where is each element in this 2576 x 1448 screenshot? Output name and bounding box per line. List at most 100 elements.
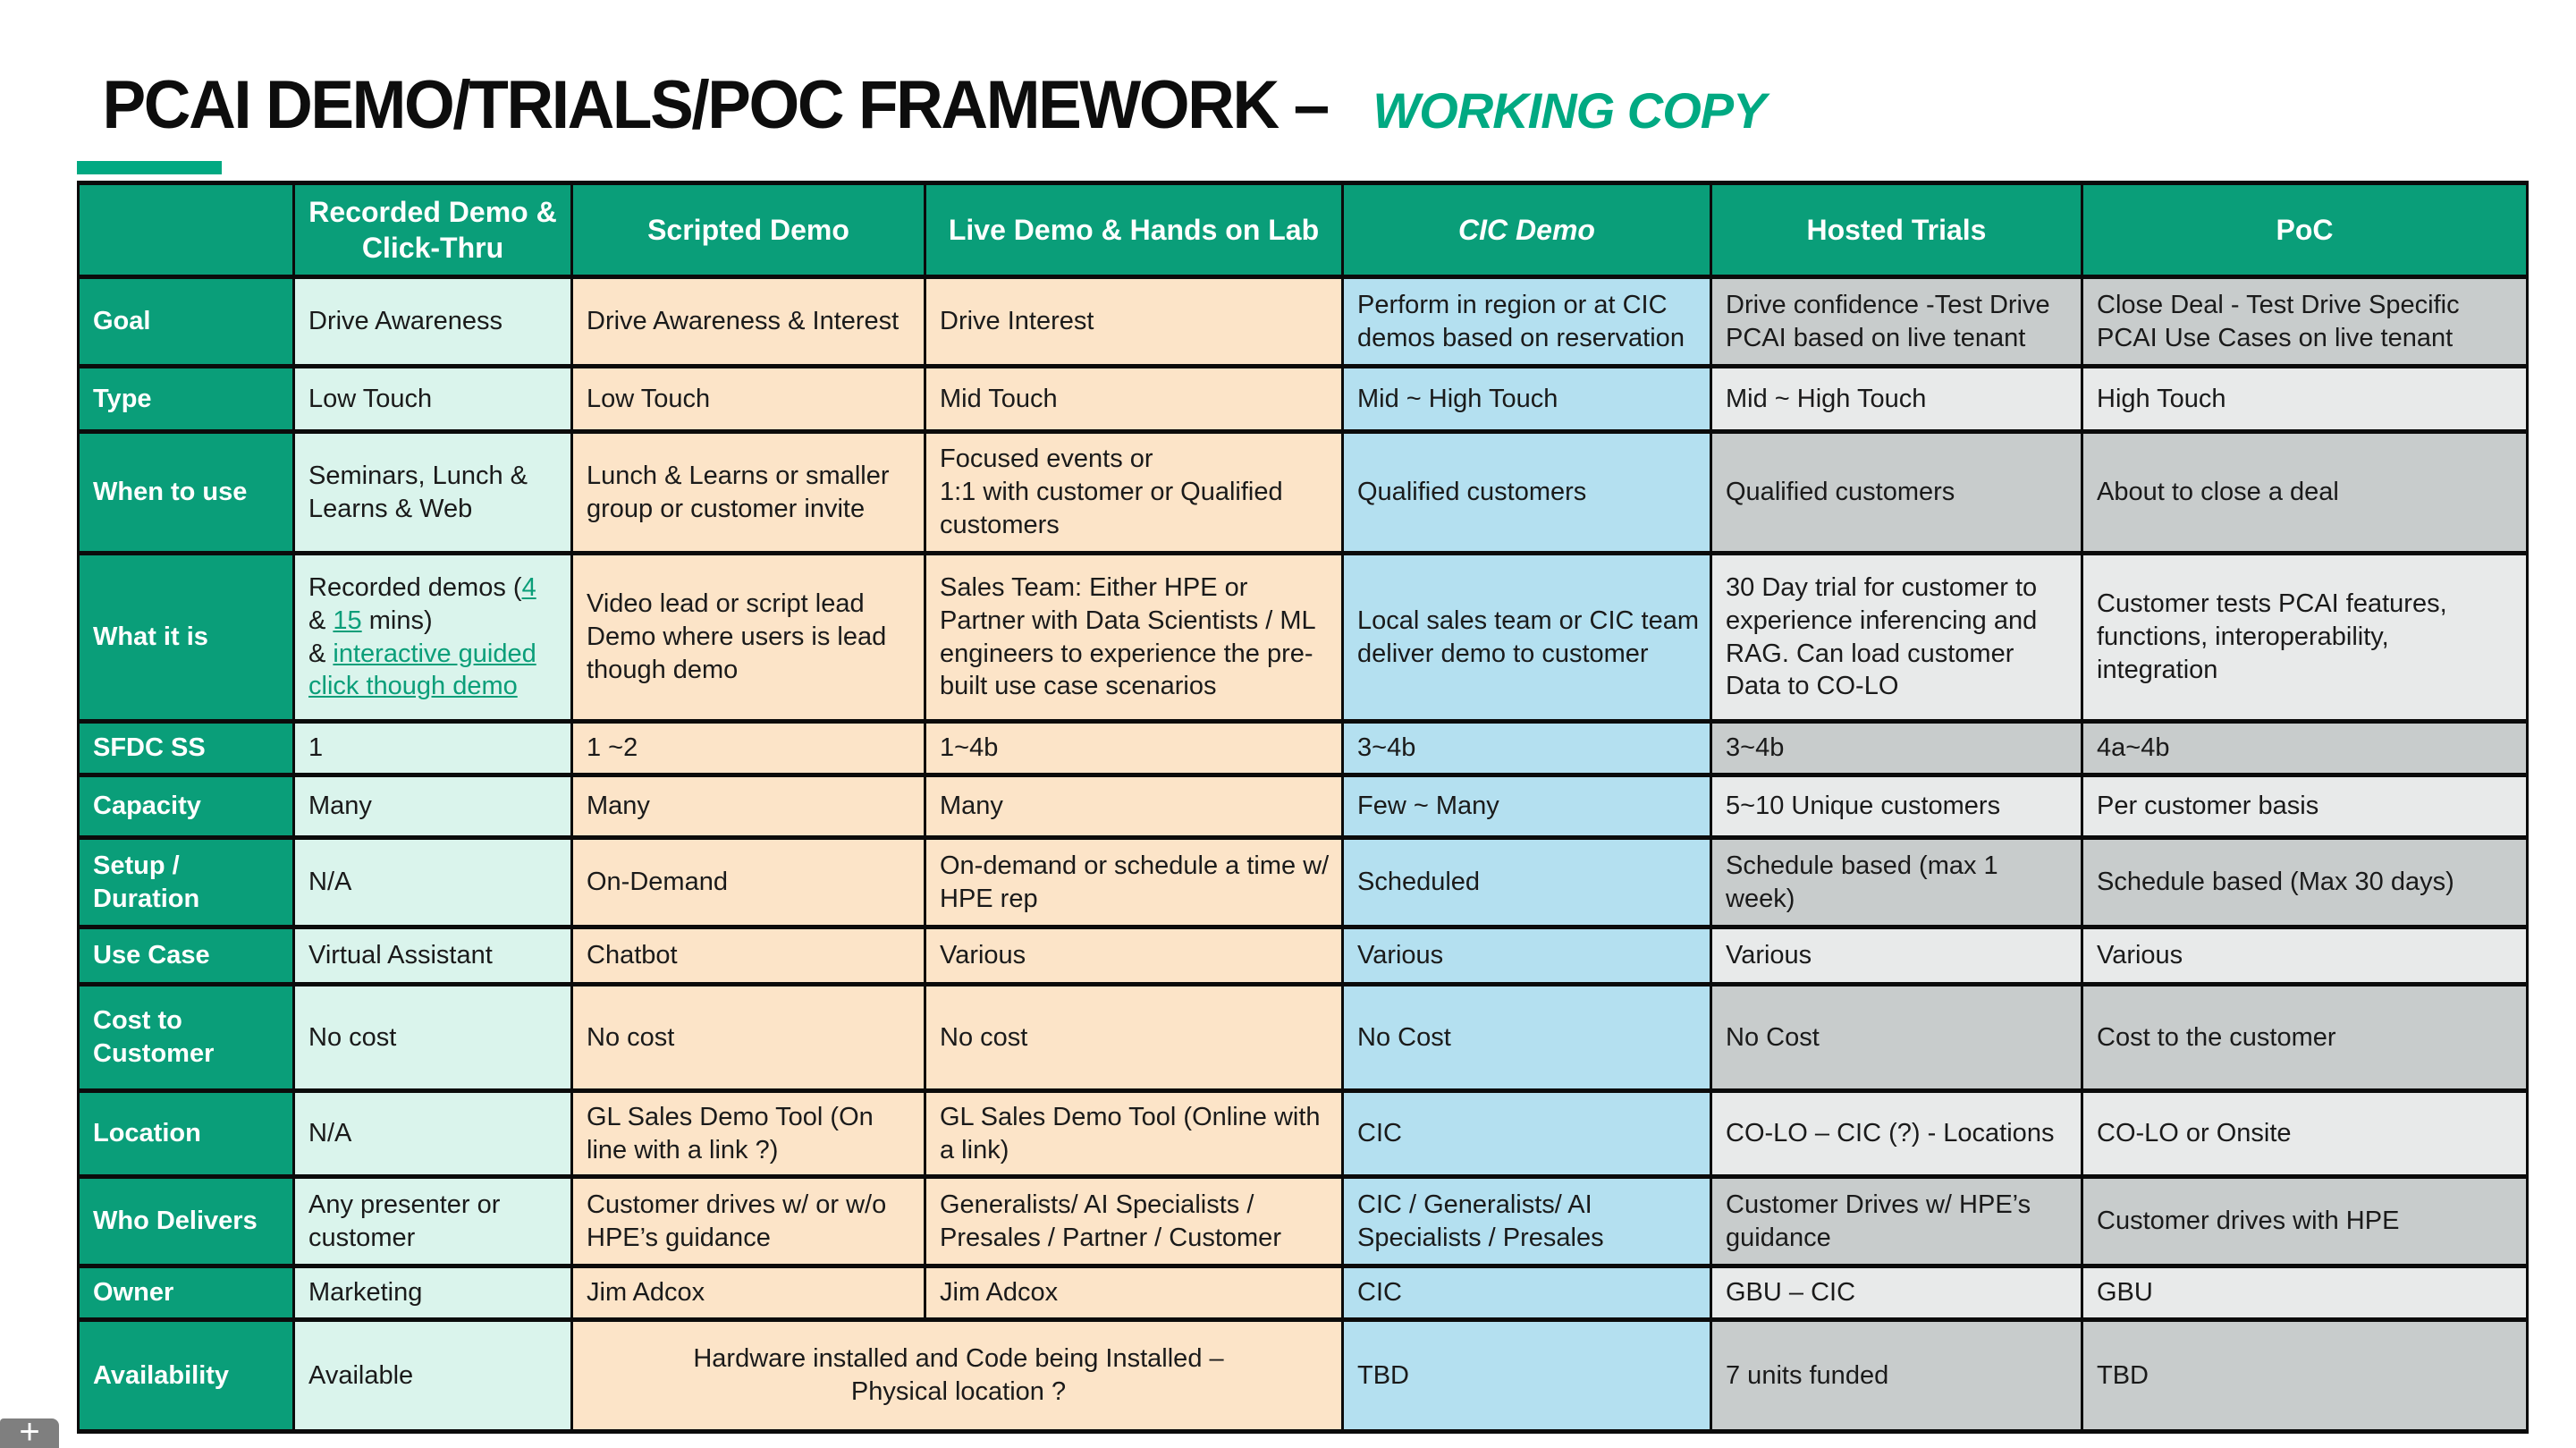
row-label-use-case: Use Case: [77, 925, 295, 987]
cell-owner-poc: GBU: [2081, 1264, 2529, 1322]
cell-type-scripted-demo: Low Touch: [570, 364, 926, 434]
cell-sfdc-ss-recorded-demo: 1: [292, 719, 573, 777]
table-body: Goal Drive Awareness Drive Awareness & Int…: [77, 275, 2529, 1434]
cell-cost-to-customer-poc: Cost to the customer: [2081, 982, 2529, 1093]
cell-location-scripted-demo: GL Sales Demo Tool (On line with a link …: [570, 1088, 926, 1179]
cell-owner-scripted-demo: Jim Adcox: [570, 1264, 926, 1322]
cell-who-delivers-hosted-trials: Customer Drives w/ HPE’s guidance: [1710, 1174, 2083, 1268]
framework-table: Recorded Demo & Click-Thru Scripted Demo L…: [77, 181, 2529, 1434]
link-interactive-click-through-demo[interactable]: interactive guided click though demo: [308, 639, 536, 701]
cell-use-case-hosted-trials: Various: [1710, 925, 2083, 987]
title-underline-bar: [77, 161, 222, 174]
cell-goal-live-demo: Drive Interest: [924, 275, 1344, 368]
cell-cost-to-customer-scripted-demo: No cost: [570, 982, 926, 1093]
cell-when-to-use-poc: About to close a deal: [2081, 429, 2529, 555]
page-title-main: PCAI DEMO/TRIALS/POC FRAMEWORK –: [102, 67, 1330, 143]
cell-setup-duration-scripted-demo: On-Demand: [570, 835, 926, 929]
cell-goal-scripted-demo: Drive Awareness & Interest: [570, 275, 926, 368]
cell-location-recorded-demo: N/A: [292, 1088, 573, 1179]
cell-cost-to-customer-live-demo: No cost: [924, 982, 1344, 1093]
cell-capacity-live-demo: Many: [924, 773, 1344, 840]
cell-capacity-hosted-trials: 5~10 Unique customers: [1710, 773, 2083, 840]
cell-when-to-use-hosted-trials: Qualified customers: [1710, 429, 2083, 555]
table-row-location: Location N/A GL Sales Demo Tool (On line w…: [77, 1088, 2529, 1179]
table-row-when-to-use: When to use Seminars, Lunch & Learns & We…: [77, 429, 2529, 555]
cell-when-to-use-cic-demo: Qualified customers: [1341, 429, 1712, 555]
header-row: Recorded Demo & Click-Thru Scripted Demo L…: [77, 181, 2529, 279]
cell-what-it-is-recorded-demo: Recorded demos (4 & 15 mins) & interacti…: [292, 551, 573, 724]
cell-setup-duration-recorded-demo: N/A: [292, 835, 573, 929]
cell-availability-cic-demo: TBD: [1341, 1317, 1712, 1434]
table-row-use-case: Use Case Virtual Assistant Chatbot Various V…: [77, 925, 2529, 987]
cell-what-it-is-live-demo: Sales Team: Either HPE or Partner with D…: [924, 551, 1344, 724]
row-label-goal: Goal: [77, 275, 295, 368]
cell-availability-hosted-trials: 7 units funded: [1710, 1317, 2083, 1434]
cell-setup-duration-cic-demo: Scheduled: [1341, 835, 1712, 929]
column-header-recorded-demo: Recorded Demo & Click-Thru: [292, 181, 573, 279]
row-label-capacity: Capacity: [77, 773, 295, 840]
cell-sfdc-ss-live-demo: 1~4b: [924, 719, 1344, 777]
table-row-capacity: Capacity Many Many Many Few ~ Many 5~10 Uniqu…: [77, 773, 2529, 840]
column-header-live-demo: Live Demo & Hands on Lab: [924, 181, 1344, 279]
row-label-cost-to-customer: Cost to Customer: [77, 982, 295, 1093]
cell-setup-duration-live-demo: On-demand or schedule a time w/ HPE rep: [924, 835, 1344, 929]
cell-cost-to-customer-hosted-trials: No Cost: [1710, 982, 2083, 1093]
row-label-location: Location: [77, 1088, 295, 1179]
cell-who-delivers-scripted-demo: Customer drives w/ or w/o HPE’s guidance: [570, 1174, 926, 1268]
cell-sfdc-ss-hosted-trials: 3~4b: [1710, 719, 2083, 777]
cell-who-delivers-cic-demo: CIC / Generalists/ AI Specialists / Pres…: [1341, 1174, 1712, 1268]
cell-use-case-recorded-demo: Virtual Assistant: [292, 925, 573, 987]
table-row-cost-to-customer: Cost to Customer No cost No cost No cost No …: [77, 982, 2529, 1093]
cell-text: Recorded demos (: [308, 572, 522, 602]
page-title: PCAI DEMO/TRIALS/POC FRAMEWORK – WORKING…: [77, 66, 1767, 144]
cell-goal-poc: Close Deal - Test Drive Specific PCAI Us…: [2081, 275, 2529, 368]
row-label-what-it-is: What it is: [77, 551, 295, 724]
add-slide-button[interactable]: +: [0, 1414, 59, 1448]
cell-goal-recorded-demo: Drive Awareness: [292, 275, 573, 368]
table-row-who-delivers: Who Delivers Any presenter or customer Cus…: [77, 1174, 2529, 1268]
cell-who-delivers-recorded-demo: Any presenter or customer: [292, 1174, 573, 1268]
table-row-availability: Availability Available Hardware installed …: [77, 1317, 2529, 1434]
cell-capacity-poc: Per customer basis: [2081, 773, 2529, 840]
row-label-setup-duration: Setup / Duration: [77, 835, 295, 929]
cell-sfdc-ss-cic-demo: 3~4b: [1341, 719, 1712, 777]
cell-availability-recorded-demo: Available: [292, 1317, 573, 1434]
row-label-availability: Availability: [77, 1317, 295, 1434]
cell-setup-duration-hosted-trials: Schedule based (max 1 week): [1710, 835, 2083, 929]
cell-what-it-is-scripted-demo: Video lead or script lead Demo where use…: [570, 551, 926, 724]
row-label-owner: Owner: [77, 1264, 295, 1322]
cell-capacity-scripted-demo: Many: [570, 773, 926, 840]
cell-type-hosted-trials: Mid ~ High Touch: [1710, 364, 2083, 434]
cell-use-case-live-demo: Various: [924, 925, 1344, 987]
table-row-setup-duration: Setup / Duration N/A On-Demand On-demand or…: [77, 835, 2529, 929]
cell-what-it-is-poc: Customer tests PCAI features, functions,…: [2081, 551, 2529, 724]
cell-cost-to-customer-cic-demo: No Cost: [1341, 982, 1712, 1093]
cell-capacity-recorded-demo: Many: [292, 773, 573, 840]
column-header-row-header: [77, 181, 295, 279]
cell-when-to-use-live-demo: Focused events or 1:1 with customer or Q…: [924, 429, 1344, 555]
availability-merged-cell: Hardware installed and Code being Instal…: [570, 1317, 1344, 1434]
cell-use-case-poc: Various: [2081, 925, 2529, 987]
page-title-working-copy: WORKING COPY: [1372, 82, 1766, 139]
column-header-cic-demo: CIC Demo: [1341, 181, 1712, 279]
row-label-sfdc-ss: SFDC SS: [77, 719, 295, 777]
cell-location-poc: CO-LO or Onsite: [2081, 1088, 2529, 1179]
table-row-owner: Owner Marketing Jim Adcox Jim Adcox CIC GBU –…: [77, 1264, 2529, 1322]
table-row-goal: Goal Drive Awareness Drive Awareness & Int…: [77, 275, 2529, 368]
cell-sfdc-ss-poc: 4a~4b: [2081, 719, 2529, 777]
row-label-type: Type: [77, 364, 295, 434]
row-label-who-delivers: Who Delivers: [77, 1174, 295, 1268]
row-label-when-to-use: When to use: [77, 429, 295, 555]
cell-who-delivers-live-demo: Generalists/ AI Specialists / Presales /…: [924, 1174, 1344, 1268]
link-4-min-demo[interactable]: 4: [521, 572, 536, 602]
link-15-min-demo[interactable]: 15: [333, 605, 362, 635]
cell-text: &: [308, 605, 326, 635]
cell-what-it-is-cic-demo: Local sales team or CIC team deliver dem…: [1341, 551, 1712, 724]
table-row-sfdc-ss: SFDC SS 1 1 ~2 1~4b 3~4b 3~4b 4a~4b: [77, 719, 2529, 777]
cell-sfdc-ss-scripted-demo: 1 ~2: [570, 719, 926, 777]
cell-when-to-use-recorded-demo: Seminars, Lunch & Learns & Web: [292, 429, 573, 555]
cell-location-cic-demo: CIC: [1341, 1088, 1712, 1179]
cell-type-cic-demo: Mid ~ High Touch: [1341, 364, 1712, 434]
cell-text: mins) &: [308, 605, 433, 668]
